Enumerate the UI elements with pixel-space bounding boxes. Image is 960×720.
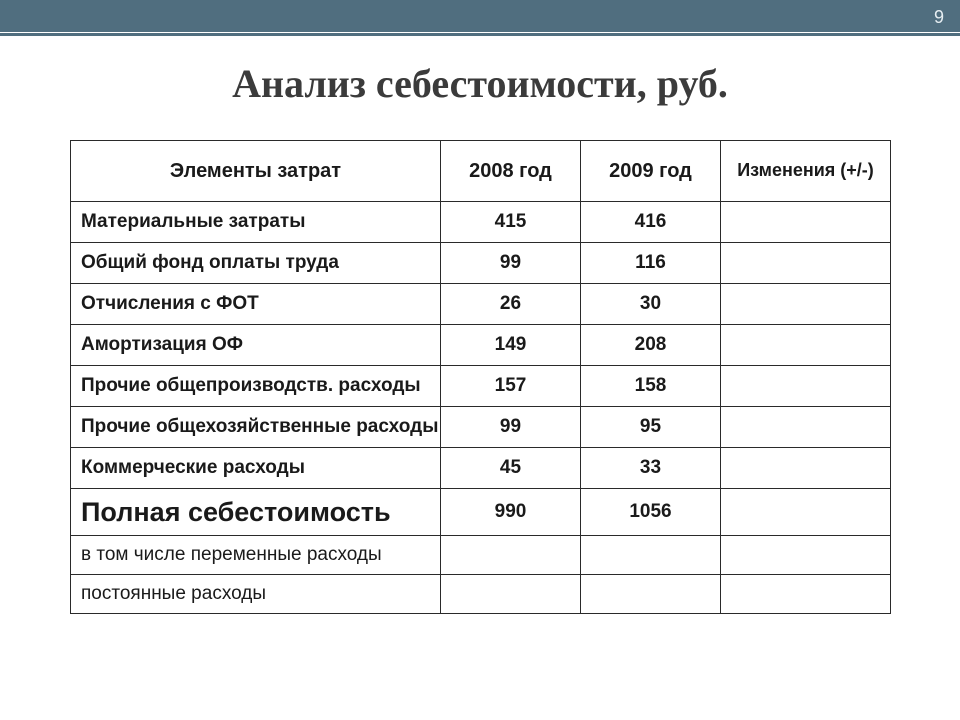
cell-2008: 26	[441, 284, 581, 325]
cell-delta	[721, 575, 891, 614]
col-header-delta: Изменения (+/-)	[721, 141, 891, 202]
row-label: Общий фонд оплаты труда	[71, 243, 441, 284]
cell-2009: 158	[581, 366, 721, 407]
cell-2008: 990	[441, 489, 581, 536]
col-header-2008: 2008 год	[441, 141, 581, 202]
table-row: Амортизация ОФ149208	[71, 325, 891, 366]
cell-delta	[721, 202, 891, 243]
slide: 9 Анализ себестоимости, руб. Элементы за…	[0, 0, 960, 720]
cell-2008: 99	[441, 407, 581, 448]
cell-2008: 45	[441, 448, 581, 489]
row-label: Полная себестоимость	[71, 489, 441, 536]
cell-2009: 208	[581, 325, 721, 366]
cell-delta	[721, 243, 891, 284]
cell-delta	[721, 325, 891, 366]
table-row: Прочие общепроизводств. расходы157158	[71, 366, 891, 407]
cell-2009	[581, 575, 721, 614]
cell-2008: 149	[441, 325, 581, 366]
cell-2009: 33	[581, 448, 721, 489]
header-divider	[0, 33, 960, 36]
row-label: Отчисления с ФОТ	[71, 284, 441, 325]
table-row: Прочие общехозяйственные расходы9995	[71, 407, 891, 448]
cell-delta	[721, 448, 891, 489]
cell-delta	[721, 366, 891, 407]
cell-delta	[721, 536, 891, 575]
row-label: Материальные затраты	[71, 202, 441, 243]
table-row: Коммерческие расходы4533	[71, 448, 891, 489]
row-label: Амортизация ОФ	[71, 325, 441, 366]
cell-2009: 416	[581, 202, 721, 243]
table-row: Полная себестоимость9901056	[71, 489, 891, 536]
row-label: Коммерческие расходы	[71, 448, 441, 489]
row-label: Прочие общепроизводств. расходы	[71, 366, 441, 407]
cell-delta	[721, 489, 891, 536]
cell-2008	[441, 536, 581, 575]
col-header-elements: Элементы затрат	[71, 141, 441, 202]
cell-2008: 99	[441, 243, 581, 284]
cell-2008	[441, 575, 581, 614]
row-label: Прочие общехозяйственные расходы	[71, 407, 441, 448]
cell-2008: 157	[441, 366, 581, 407]
cell-delta	[721, 284, 891, 325]
table-row: Материальные затраты415416	[71, 202, 891, 243]
table-row: в том числе переменные расходы	[71, 536, 891, 575]
header-bar	[0, 0, 960, 32]
cell-2009: 1056	[581, 489, 721, 536]
table-row: Отчисления с ФОТ2630	[71, 284, 891, 325]
table-header-row: Элементы затрат 2008 год 2009 год Измене…	[71, 141, 891, 202]
cell-2009: 116	[581, 243, 721, 284]
col-header-2009: 2009 год	[581, 141, 721, 202]
cell-2008: 415	[441, 202, 581, 243]
row-label: постоянные расходы	[71, 575, 441, 614]
page-title: Анализ себестоимости, руб.	[0, 60, 960, 107]
row-label: в том числе переменные расходы	[71, 536, 441, 575]
cost-table-wrap: Элементы затрат 2008 год 2009 год Измене…	[70, 140, 890, 614]
cell-2009: 30	[581, 284, 721, 325]
table-row: Общий фонд оплаты труда99116	[71, 243, 891, 284]
table-body: Материальные затраты415416Общий фонд опл…	[71, 202, 891, 614]
cell-2009: 95	[581, 407, 721, 448]
cell-2009	[581, 536, 721, 575]
table-row: постоянные расходы	[71, 575, 891, 614]
page-number: 9	[934, 7, 944, 28]
cell-delta	[721, 407, 891, 448]
cost-table: Элементы затрат 2008 год 2009 год Измене…	[70, 140, 891, 614]
